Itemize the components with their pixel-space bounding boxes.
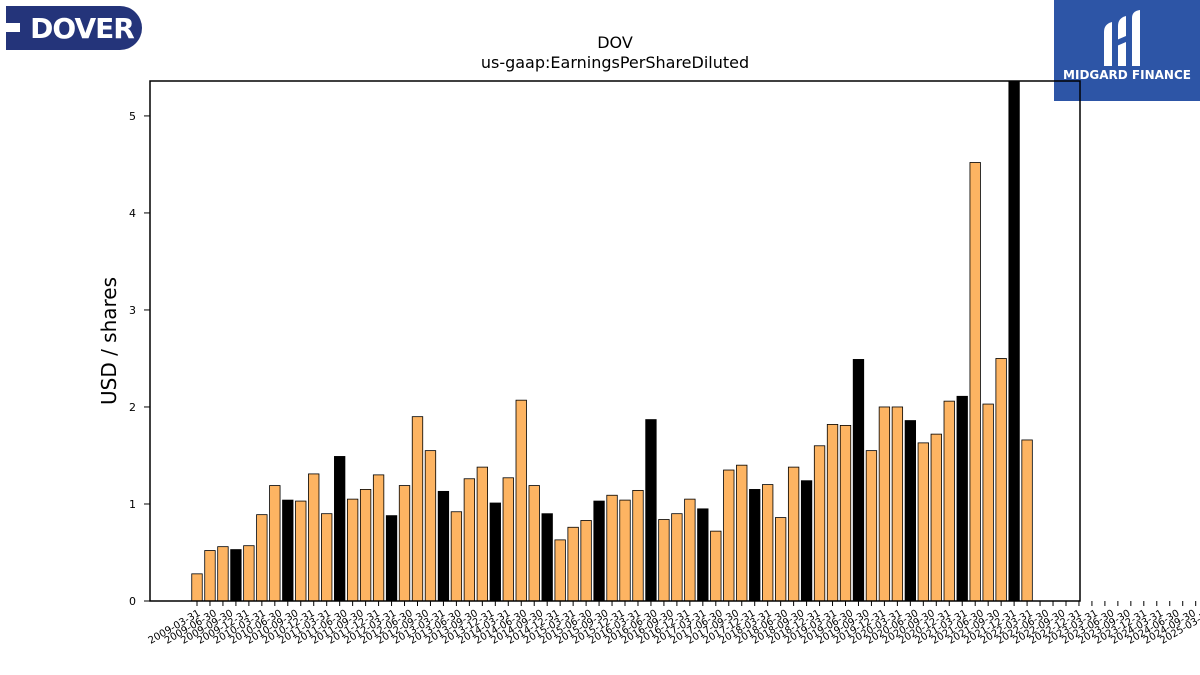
midgard-mark-icon	[1104, 10, 1140, 66]
bar	[839, 424, 852, 602]
bar	[463, 478, 476, 602]
bar	[943, 400, 955, 602]
bar	[217, 546, 229, 602]
y-tick-label: 4	[129, 207, 136, 220]
bar	[554, 539, 566, 602]
bar	[593, 500, 605, 602]
dover-logo-notch	[6, 23, 20, 32]
bar	[204, 550, 216, 602]
midgard-logo-text: MIDGARD FINANCE	[1063, 68, 1191, 82]
bar	[489, 502, 501, 602]
y-tick-label: 0	[129, 595, 136, 608]
bar	[800, 480, 813, 602]
bar	[826, 424, 839, 602]
chart-subtitle: us-gaap:EarningsPerShareDiluted	[481, 53, 749, 72]
bar	[372, 474, 385, 602]
bar	[243, 545, 255, 602]
bar	[813, 445, 826, 602]
bar	[878, 406, 891, 602]
midgard-finance-logo: MIDGARD FINANCE	[1054, 0, 1200, 101]
bar	[697, 508, 709, 602]
bar	[230, 549, 242, 602]
bar	[619, 499, 631, 602]
x-axis-ticks: 2009-03-312009-06-302009-09-302009-12-31…	[147, 601, 1200, 647]
bar	[282, 499, 294, 602]
bar	[385, 515, 398, 602]
bar	[567, 526, 579, 602]
bar	[684, 498, 696, 602]
bar	[787, 466, 800, 602]
bar	[321, 513, 333, 602]
bar	[346, 498, 359, 602]
y-tick-label: 3	[129, 304, 136, 317]
bar	[580, 520, 592, 602]
bar	[528, 485, 540, 602]
y-tick-label: 5	[129, 110, 136, 123]
bar	[658, 519, 670, 602]
bar	[982, 403, 994, 602]
bar	[502, 477, 514, 602]
bar	[904, 420, 916, 602]
bar	[995, 358, 1007, 602]
bar	[424, 450, 437, 602]
bar	[749, 489, 761, 602]
bar	[865, 450, 878, 602]
bar	[762, 484, 774, 602]
bar	[1021, 439, 1033, 602]
bar	[632, 489, 644, 602]
y-axis-ticks: 0 1 2 3 4 5	[129, 110, 150, 608]
bar	[852, 359, 865, 602]
bars-layer	[191, 80, 1033, 602]
bar	[437, 490, 450, 602]
bar	[956, 395, 968, 602]
bar	[930, 433, 942, 602]
bar	[308, 473, 320, 602]
bar	[256, 514, 268, 602]
dover-logo-text: DOVER	[30, 11, 135, 45]
y-axis-label: USD / shares	[97, 277, 121, 405]
bar	[917, 442, 929, 602]
bar	[411, 416, 424, 602]
bar	[398, 485, 411, 602]
bar	[191, 573, 203, 602]
bar	[775, 517, 787, 602]
bar	[1008, 80, 1020, 602]
bar	[541, 513, 553, 602]
bar	[736, 464, 748, 602]
y-tick-label: 2	[129, 401, 136, 414]
bar	[645, 419, 657, 602]
bar	[969, 162, 981, 602]
dover-logo: DOVER	[6, 6, 142, 50]
bar	[671, 513, 683, 602]
bar	[334, 456, 346, 602]
bar	[606, 494, 618, 602]
y-tick-label: 1	[129, 498, 136, 511]
bar	[450, 511, 463, 602]
bar	[476, 466, 488, 602]
bar	[891, 406, 904, 602]
bar	[515, 399, 527, 602]
plot-frame	[149, 80, 1081, 602]
bar	[295, 500, 307, 602]
bar	[269, 485, 281, 602]
chart-title: DOV	[597, 33, 633, 52]
bar	[710, 530, 722, 602]
bar	[359, 489, 372, 602]
bar	[723, 469, 735, 602]
